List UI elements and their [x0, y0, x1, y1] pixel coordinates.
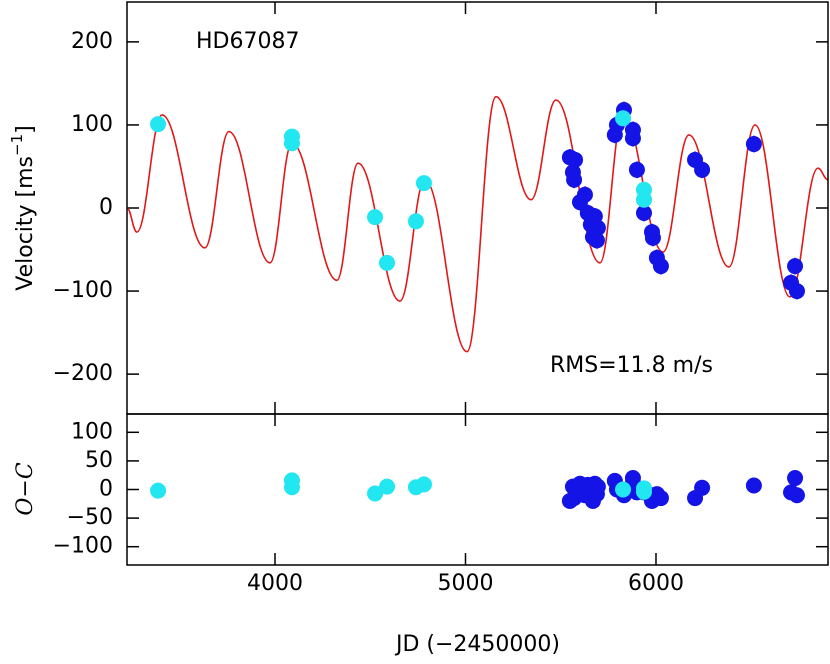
data-point — [745, 477, 762, 494]
x-tick-label: 5000 — [437, 571, 493, 596]
data-point — [787, 258, 804, 275]
data-point — [615, 110, 632, 127]
data-point — [652, 258, 669, 275]
y-tick-label: −50 — [67, 505, 113, 530]
data-point — [415, 175, 432, 192]
data-point — [635, 483, 652, 500]
plot-layer: 200 100 0 −100 −200 100 50 0 −50 −100 4000 5000 6000 — [53, 2, 828, 596]
y-tick-label: 100 — [71, 419, 113, 444]
data-point — [283, 479, 300, 496]
data-point — [589, 478, 606, 495]
data-point — [588, 232, 605, 249]
data-point — [566, 171, 583, 188]
y-axis-label-main: Velocity [ms — [13, 156, 38, 291]
rms-label: RMS=11.8 m/s — [550, 353, 713, 378]
data-point — [644, 229, 661, 246]
data-point — [367, 485, 384, 502]
data-point — [367, 209, 384, 226]
data-point — [379, 254, 396, 271]
data-point — [788, 487, 805, 504]
x-tick-label: 4000 — [247, 571, 303, 596]
data-point — [745, 136, 762, 153]
data-point — [628, 161, 645, 178]
residual-axis-label: O−C — [13, 462, 38, 515]
y-axis-label: Velocity [ms−1] — [8, 125, 39, 291]
x-axis-label: JD (−2450000) — [394, 632, 560, 657]
bottom-frame — [126, 413, 829, 566]
y-tick-label: −100 — [53, 278, 113, 303]
data-point — [283, 135, 300, 152]
data-point — [379, 478, 396, 495]
data-point — [615, 481, 632, 498]
data-point — [788, 283, 805, 300]
data-point — [407, 213, 424, 230]
data-point — [150, 482, 167, 499]
top-frame — [126, 1, 829, 415]
x-tick-label: 6000 — [628, 571, 684, 596]
y-tick-label: −100 — [53, 534, 113, 559]
data-point — [589, 219, 606, 236]
y-tick-label: 50 — [85, 448, 113, 473]
data-point — [567, 151, 584, 168]
data-point — [576, 186, 593, 203]
star-label: HD67087 — [196, 29, 299, 54]
data-point — [624, 130, 641, 147]
data-point — [635, 204, 652, 221]
y-tick-label: 100 — [71, 112, 113, 137]
fit-curve — [127, 95, 828, 353]
y-tick-label: 0 — [99, 195, 113, 220]
y-tick-label: −200 — [53, 361, 113, 386]
data-point — [635, 191, 652, 208]
data-point — [694, 479, 711, 496]
y-tick-label: 200 — [71, 29, 113, 54]
data-point — [694, 161, 711, 178]
y-axis-label-end: ] — [13, 125, 38, 134]
y-axis-label-sup: −1 — [8, 134, 26, 156]
data-point — [150, 116, 167, 133]
y-tick-label: 0 — [99, 477, 113, 502]
data-point — [415, 476, 432, 493]
data-point — [787, 470, 804, 487]
data-point — [652, 490, 669, 507]
